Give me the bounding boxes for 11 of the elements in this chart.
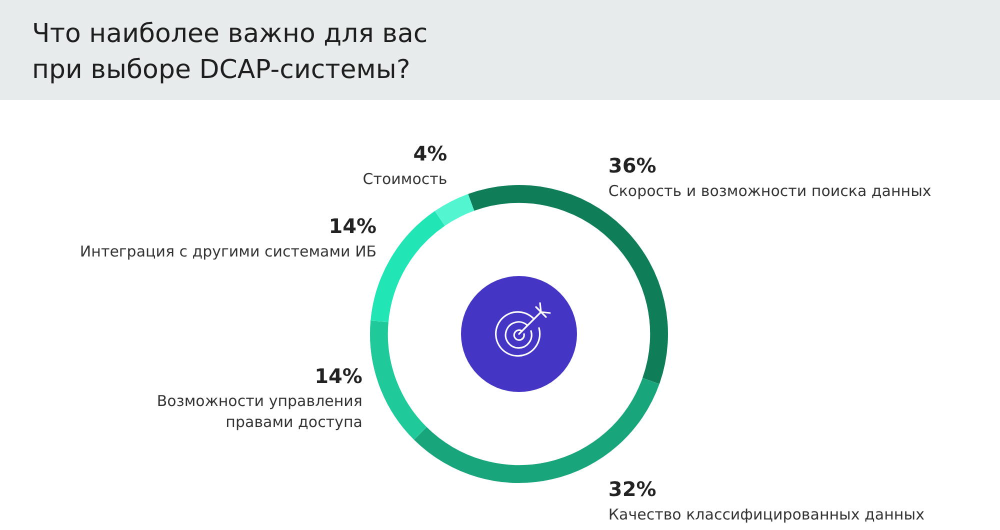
slice-label: Возможности управления правами доступа	[156, 392, 362, 432]
slice-label: Качество классифицированных данных	[608, 505, 925, 524]
chart-title: Что наиболее важно для вас при выборе DCAP-системы?	[32, 18, 429, 87]
slice-label: Скорость и возможности поиска данных	[608, 182, 932, 200]
slice-label: Стоимость	[362, 170, 448, 188]
data-label: 14%	[314, 364, 362, 388]
data-label: 36%	[608, 154, 656, 178]
data-label: 14%	[328, 214, 377, 238]
slice-label: Интеграция с другими системами ИБ	[80, 242, 377, 260]
data-label: 4%	[413, 142, 448, 166]
data-label: 32%	[608, 477, 656, 502]
